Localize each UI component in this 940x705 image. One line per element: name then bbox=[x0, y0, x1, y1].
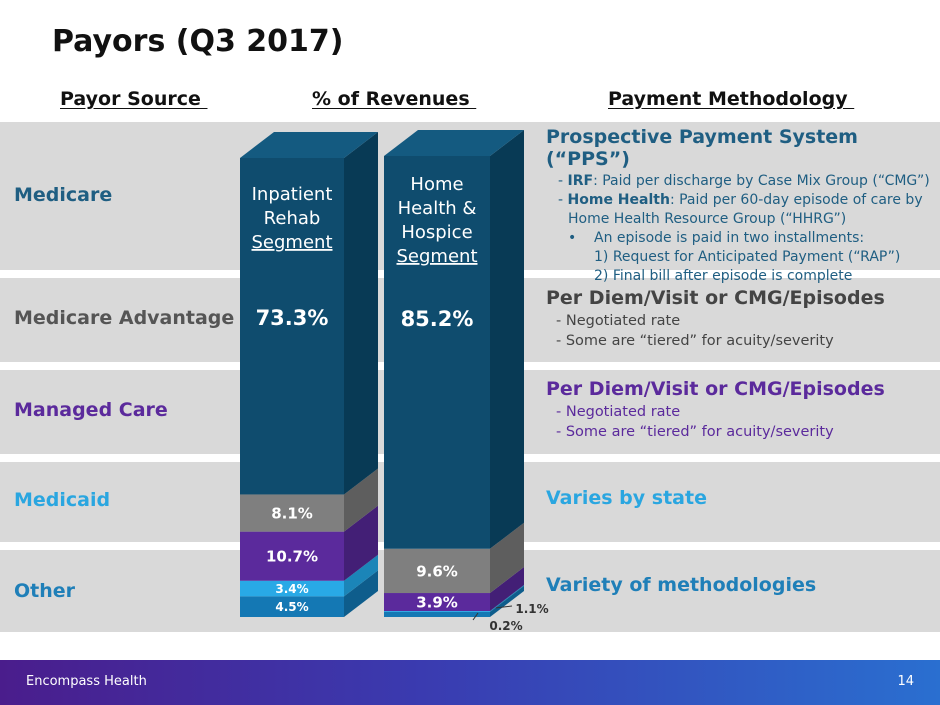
bar-top-face bbox=[240, 132, 378, 158]
header-payor-source: Payor Source bbox=[60, 88, 208, 110]
bar-top-face bbox=[384, 130, 524, 156]
bar-side-managed-care bbox=[344, 505, 378, 581]
bar-segment-other bbox=[240, 596, 344, 617]
method-medicare: Prospective Payment System (“PPS”) - IRF… bbox=[546, 126, 940, 286]
bar-side-medicaid bbox=[490, 585, 524, 612]
method-medicare-sub2: 2) Final bill after episode is complete bbox=[594, 268, 853, 284]
bar-side-other bbox=[490, 585, 524, 617]
bar-category-label: Segment bbox=[252, 232, 333, 253]
bar-value-label: 9.6% bbox=[416, 562, 458, 580]
row-label-medicare-advantage: Medicare Advantage bbox=[14, 307, 235, 329]
bar-side-managed-care bbox=[490, 567, 524, 612]
bar-value-label: 0.2% bbox=[489, 619, 522, 633]
method-medicare-line2: - Home Health: Paid per 60-day episode o… bbox=[558, 192, 923, 208]
page-number: 14 bbox=[897, 674, 914, 689]
bar-value-label: 73.3% bbox=[256, 306, 329, 330]
bar-category-label: Rehab bbox=[264, 208, 321, 229]
bar-value-label: 10.7% bbox=[266, 548, 318, 566]
method-medicare-bullet: • An episode is paid in two installments: bbox=[568, 230, 865, 246]
bar-category-label: Hospice bbox=[401, 222, 472, 243]
bar-value-label: 8.1% bbox=[271, 504, 313, 522]
method-advantage-line2: - Some are “tiered” for acuity/severity bbox=[556, 333, 834, 349]
row-label-medicare: Medicare bbox=[14, 184, 113, 206]
bar-category-label: Home bbox=[410, 174, 463, 195]
bar-value-label: 4.5% bbox=[275, 600, 308, 614]
method-other: Variety of methodologies bbox=[546, 574, 816, 596]
method-managed-line2: - Some are “tiered” for acuity/severity bbox=[556, 424, 834, 440]
bar-segment-managed-care bbox=[240, 531, 344, 581]
bar-value-label: 3.4% bbox=[275, 582, 308, 596]
bar-value-label: 3.9% bbox=[416, 593, 458, 611]
bar-segment-medicare-advantage bbox=[240, 494, 344, 532]
method-managed-title: Per Diem/Visit or CMG/Episodes bbox=[546, 378, 885, 400]
method-advantage-line1: - Negotiated rate bbox=[556, 313, 681, 329]
bar-side-medicare-advantage bbox=[344, 468, 378, 532]
bar-segment-medicaid bbox=[384, 611, 490, 612]
header-percent-revenues: % of Revenues bbox=[312, 88, 477, 110]
method-medicare-sub1: 1) Request for Anticipated Payment (“RAP… bbox=[594, 249, 901, 265]
bar-segment-other bbox=[384, 611, 490, 617]
bar-side-medicare-advantage bbox=[490, 522, 524, 594]
method-advantage: Per Diem/Visit or CMG/Episodes - Negotia… bbox=[546, 287, 885, 351]
method-managed-line1: - Negotiated rate bbox=[556, 404, 681, 420]
bar-segment-medicare bbox=[240, 158, 344, 495]
method-medicaid: Varies by state bbox=[546, 487, 707, 509]
bar-segment-managed-care bbox=[384, 593, 490, 612]
bar-segment-medicare bbox=[384, 156, 490, 549]
bar-segment-medicaid bbox=[240, 580, 344, 597]
method-medicare-line1: - IRF: Paid per discharge by Case Mix Gr… bbox=[558, 173, 930, 189]
page-title: Payors (Q3 2017) bbox=[52, 24, 344, 59]
method-advantage-title: Per Diem/Visit or CMG/Episodes bbox=[546, 287, 885, 309]
row-label-medicaid: Medicaid bbox=[14, 489, 111, 511]
row-label-other: Other bbox=[14, 580, 76, 602]
bar-value-label: 85.2% bbox=[401, 307, 474, 331]
bar-side-medicaid bbox=[344, 554, 378, 597]
bar-category-label: Inpatient bbox=[252, 184, 333, 205]
leader-line bbox=[472, 612, 479, 621]
footer-brand: Encompass Health bbox=[26, 674, 147, 689]
bar-category-label: Health & bbox=[398, 198, 477, 219]
bar-segment-medicare-advantage bbox=[384, 548, 490, 594]
footer-bar: Encompass Health 14 bbox=[0, 660, 940, 705]
method-managed: Per Diem/Visit or CMG/Episodes - Negotia… bbox=[546, 378, 885, 442]
method-other-title: Variety of methodologies bbox=[546, 574, 817, 596]
method-medicaid-title: Varies by state bbox=[546, 487, 707, 509]
method-medicare-title: Prospective Payment System (“PPS”) bbox=[546, 126, 858, 170]
bar-side-medicare bbox=[490, 130, 524, 549]
leader-line bbox=[495, 605, 513, 609]
header-payment-methodology: Payment Methodology bbox=[608, 88, 855, 110]
bar-side-medicare bbox=[344, 132, 378, 495]
method-medicare-line3: Home Health Resource Group (“HHRG”) bbox=[568, 211, 847, 227]
row-label-managed-care: Managed Care bbox=[14, 399, 168, 421]
bar-side-other bbox=[344, 570, 378, 617]
bar-value-label: 1.1% bbox=[515, 602, 548, 616]
bar-category-label: Segment bbox=[397, 246, 478, 267]
